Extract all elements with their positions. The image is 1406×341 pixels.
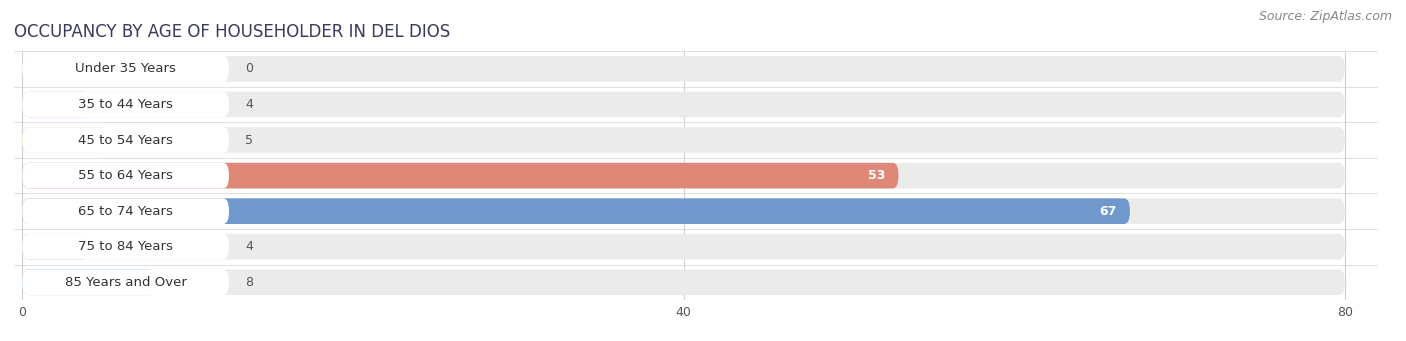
FancyBboxPatch shape — [22, 127, 229, 153]
FancyBboxPatch shape — [22, 198, 1130, 224]
FancyBboxPatch shape — [22, 234, 89, 260]
Text: 4: 4 — [246, 98, 253, 111]
FancyBboxPatch shape — [22, 56, 229, 82]
Text: Source: ZipAtlas.com: Source: ZipAtlas.com — [1258, 10, 1392, 23]
FancyBboxPatch shape — [22, 56, 1344, 82]
FancyBboxPatch shape — [22, 234, 1344, 260]
Text: 45 to 54 Years: 45 to 54 Years — [79, 134, 173, 147]
FancyBboxPatch shape — [22, 269, 1344, 295]
Text: 4: 4 — [246, 240, 253, 253]
FancyBboxPatch shape — [22, 92, 89, 117]
FancyBboxPatch shape — [22, 269, 229, 295]
Text: 0: 0 — [246, 62, 253, 75]
Text: 65 to 74 Years: 65 to 74 Years — [79, 205, 173, 218]
FancyBboxPatch shape — [22, 198, 1344, 224]
FancyBboxPatch shape — [22, 127, 105, 153]
Text: 55 to 64 Years: 55 to 64 Years — [79, 169, 173, 182]
FancyBboxPatch shape — [22, 234, 229, 260]
FancyBboxPatch shape — [22, 269, 155, 295]
Text: 53: 53 — [868, 169, 886, 182]
Text: 8: 8 — [246, 276, 253, 289]
FancyBboxPatch shape — [22, 92, 1344, 117]
Text: 35 to 44 Years: 35 to 44 Years — [79, 98, 173, 111]
Text: 67: 67 — [1099, 205, 1116, 218]
Text: Under 35 Years: Under 35 Years — [75, 62, 176, 75]
FancyBboxPatch shape — [22, 198, 229, 224]
Text: 85 Years and Over: 85 Years and Over — [65, 276, 187, 289]
FancyBboxPatch shape — [22, 127, 1344, 153]
Text: OCCUPANCY BY AGE OF HOUSEHOLDER IN DEL DIOS: OCCUPANCY BY AGE OF HOUSEHOLDER IN DEL D… — [14, 23, 450, 41]
FancyBboxPatch shape — [22, 163, 229, 189]
Text: 5: 5 — [246, 134, 253, 147]
FancyBboxPatch shape — [22, 163, 1344, 189]
FancyBboxPatch shape — [22, 92, 229, 117]
FancyBboxPatch shape — [22, 163, 898, 189]
Text: 75 to 84 Years: 75 to 84 Years — [79, 240, 173, 253]
